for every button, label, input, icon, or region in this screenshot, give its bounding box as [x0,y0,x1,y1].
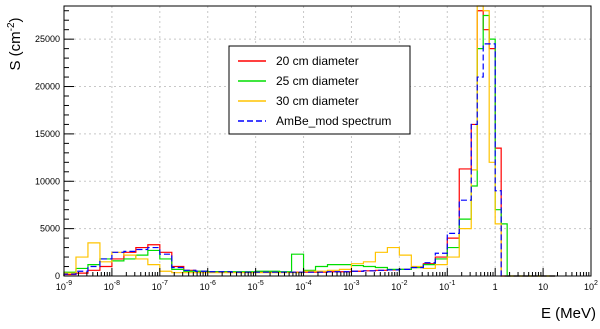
plot-frame [63,5,592,277]
x-tick-label: 10-1 [439,280,455,292]
y-axis: 0 5000 10000 15000 20000 25000 [35,10,74,281]
x-tick-label: 10-2 [391,280,407,292]
y-axis-title-base: S (cm [7,31,24,70]
legend-label-1: 20 cm diameter [276,54,359,68]
y-tick-label: 25000 [35,34,60,44]
y-tick-label: 0 [55,271,60,281]
y-axis-title: S (cm-2) [6,17,24,70]
x-tick-label: 10-9 [56,280,72,292]
x-tick-label: 10-4 [295,280,311,292]
x-tick-label: 102 [584,280,598,292]
series-line-3 [63,5,556,277]
legend-label-4: AmBe_mod spectrum [276,114,391,128]
legend-label-2: 25 cm diameter [276,74,359,88]
x-tick-label: 10-8 [104,280,120,292]
x-axis-title: E (MeV) [541,305,596,322]
x-tick-label: 10-6 [200,280,216,292]
legend: 20 cm diameter 25 cm diameter 30 cm diamet… [228,45,411,135]
series-layer [63,5,556,277]
x-tick-label: 1 [493,282,498,292]
x-tick-label: 10-7 [152,280,168,292]
y-tick-label: 15000 [35,129,60,139]
y-tick-label: 5000 [40,224,60,234]
x-tick-label: 10 [538,282,548,292]
y-axis-title-exp: -2 [6,22,17,31]
x-axis: 10-9 10-8 10-7 10-6 10-5 10-4 10-3 10-2 10-1 1 10 1… [56,268,598,292]
y-axis-title-close: ) [7,17,24,22]
x-tick-label: 10-3 [343,280,359,292]
series-line-4 [63,43,556,277]
y-tick-label: 20000 [35,82,60,92]
x-tick-label: 10-5 [248,280,264,292]
legend-label-3: 30 cm diameter [276,94,359,108]
y-tick-label: 10000 [35,176,60,186]
